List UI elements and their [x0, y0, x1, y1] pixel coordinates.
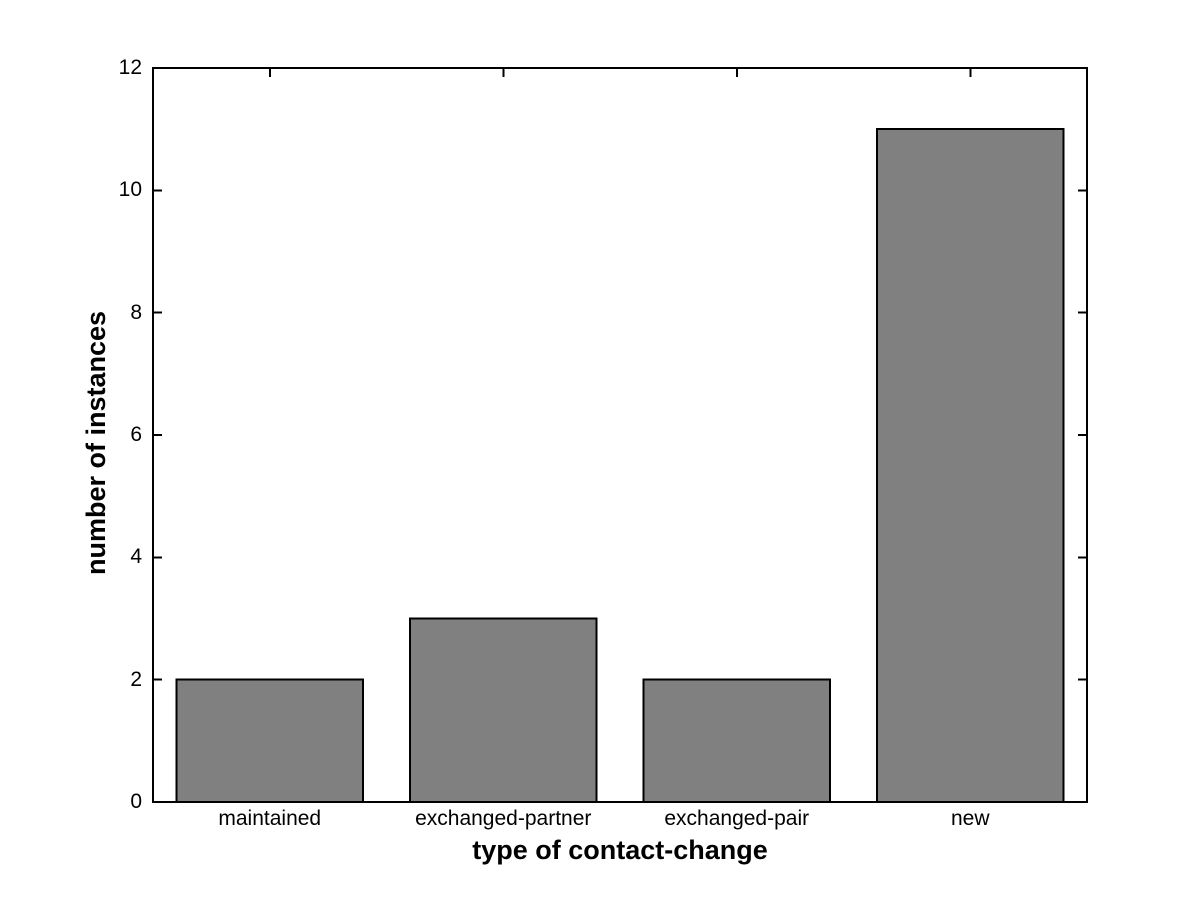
x-axis-title: type of contact-change — [472, 835, 768, 865]
y-tick-label-8: 8 — [130, 300, 142, 324]
y-tick-label-12: 12 — [118, 56, 142, 79]
y-axis-title: number of instances — [81, 310, 111, 576]
x-tick-label-exchanged-partner: exchanged-partner — [415, 807, 592, 830]
x-tick-label-new: new — [950, 807, 990, 830]
bar-new — [875, 128, 1065, 803]
bar-maintained — [175, 678, 365, 804]
x-tick-label-exchanged-pair: exchanged-pair — [664, 807, 810, 830]
bar-exchanged-pair — [642, 678, 832, 804]
y-tick-label-0: 0 — [130, 790, 142, 813]
y-tick-label-10: 10 — [118, 178, 142, 202]
x-tick-label-maintained: maintained — [218, 807, 322, 830]
y-tick-label-6: 6 — [130, 423, 142, 446]
bar-exchanged-partner — [408, 617, 598, 803]
y-tick-label-2: 2 — [130, 667, 142, 691]
y-tick-label-4: 4 — [130, 545, 142, 569]
